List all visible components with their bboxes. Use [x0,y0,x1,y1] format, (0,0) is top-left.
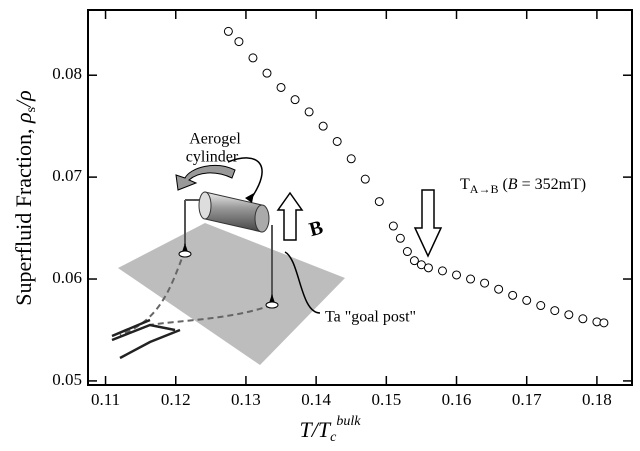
data-point [600,319,608,327]
annotation: Aerogel [189,131,241,148]
data-point [333,137,341,145]
data-point [277,83,285,91]
transition-arrow [415,190,441,256]
data-point [305,108,313,116]
annotation: B [307,217,326,242]
page: Aerogel cylinder B Ta "goal post" TA→B (… [0,0,640,451]
data-point [235,38,243,46]
y-tick-label: 0.08 [52,64,82,83]
x-tick-label: 0.12 [161,390,191,409]
x-label-part: c [330,430,337,445]
data-point [396,234,404,242]
data-point [565,311,573,319]
x-tick-label: 0.13 [231,390,261,409]
y-label-part: ρ [11,112,36,124]
x-tick-label: 0.18 [582,390,612,409]
rotation-arrow [176,165,235,190]
data-point [263,69,271,77]
cylinder-end [199,192,211,219]
data-point [467,275,475,283]
y-label-part: Superfluid Fraction, [11,123,36,306]
y-tick-label: 0.07 [52,166,82,185]
post-base [179,251,191,257]
data-point [291,96,299,104]
y-tick-label: 0.05 [52,370,82,389]
data-point [375,198,383,206]
data-point [481,279,489,287]
data-point [523,296,531,304]
annotation-part: T [460,176,470,193]
x-tick-label: 0.15 [371,390,401,409]
twisted-leads [112,320,180,358]
data-point [537,302,545,310]
annotation-part: = 352mT) [518,176,587,193]
data-point [249,54,257,62]
data-point [347,155,355,163]
illustration: Aerogel cylinder B Ta "goal post" TA→B (… [112,131,586,365]
y-label-part: /ρ [11,90,36,109]
field-arrow [278,193,302,240]
data-point [551,307,559,315]
annotation: Ta "goal post" [325,309,416,326]
plane [118,223,345,365]
annotation: cylinder [186,149,239,166]
data-point [438,267,446,275]
x-tick-label: 0.17 [512,390,542,409]
data-point [224,27,232,35]
x-tick-label: 0.16 [442,390,472,409]
post-base [266,302,278,308]
annotation-part: ( [498,176,507,193]
data-point [579,315,587,323]
data-point [389,222,397,230]
x-label-part: T/T [300,417,332,442]
annotation-part: B [508,176,518,193]
annotation-part: A→B [470,182,499,196]
data-point [509,291,517,299]
data-point [424,264,432,272]
y-tick-label: 0.06 [52,268,82,287]
x-label-part: bulk [336,414,361,429]
data-point [495,285,503,293]
data-point [361,175,369,183]
x-tick-label: 0.14 [301,390,331,409]
data-point [319,122,327,130]
x-tick-label: 0.11 [91,390,120,409]
cylinder [205,192,262,232]
data-point [453,271,461,279]
annotation: TA→B (B = 352mT) [460,176,586,196]
data-point [403,248,411,256]
x-axis-label: T/Tcbulk [300,414,362,445]
y-axis-label: Superfluid Fraction, ρs/ρ [11,90,39,305]
cylinder-end [255,205,269,232]
chart: Aerogel cylinder B Ta "goal post" TA→B (… [0,0,640,451]
